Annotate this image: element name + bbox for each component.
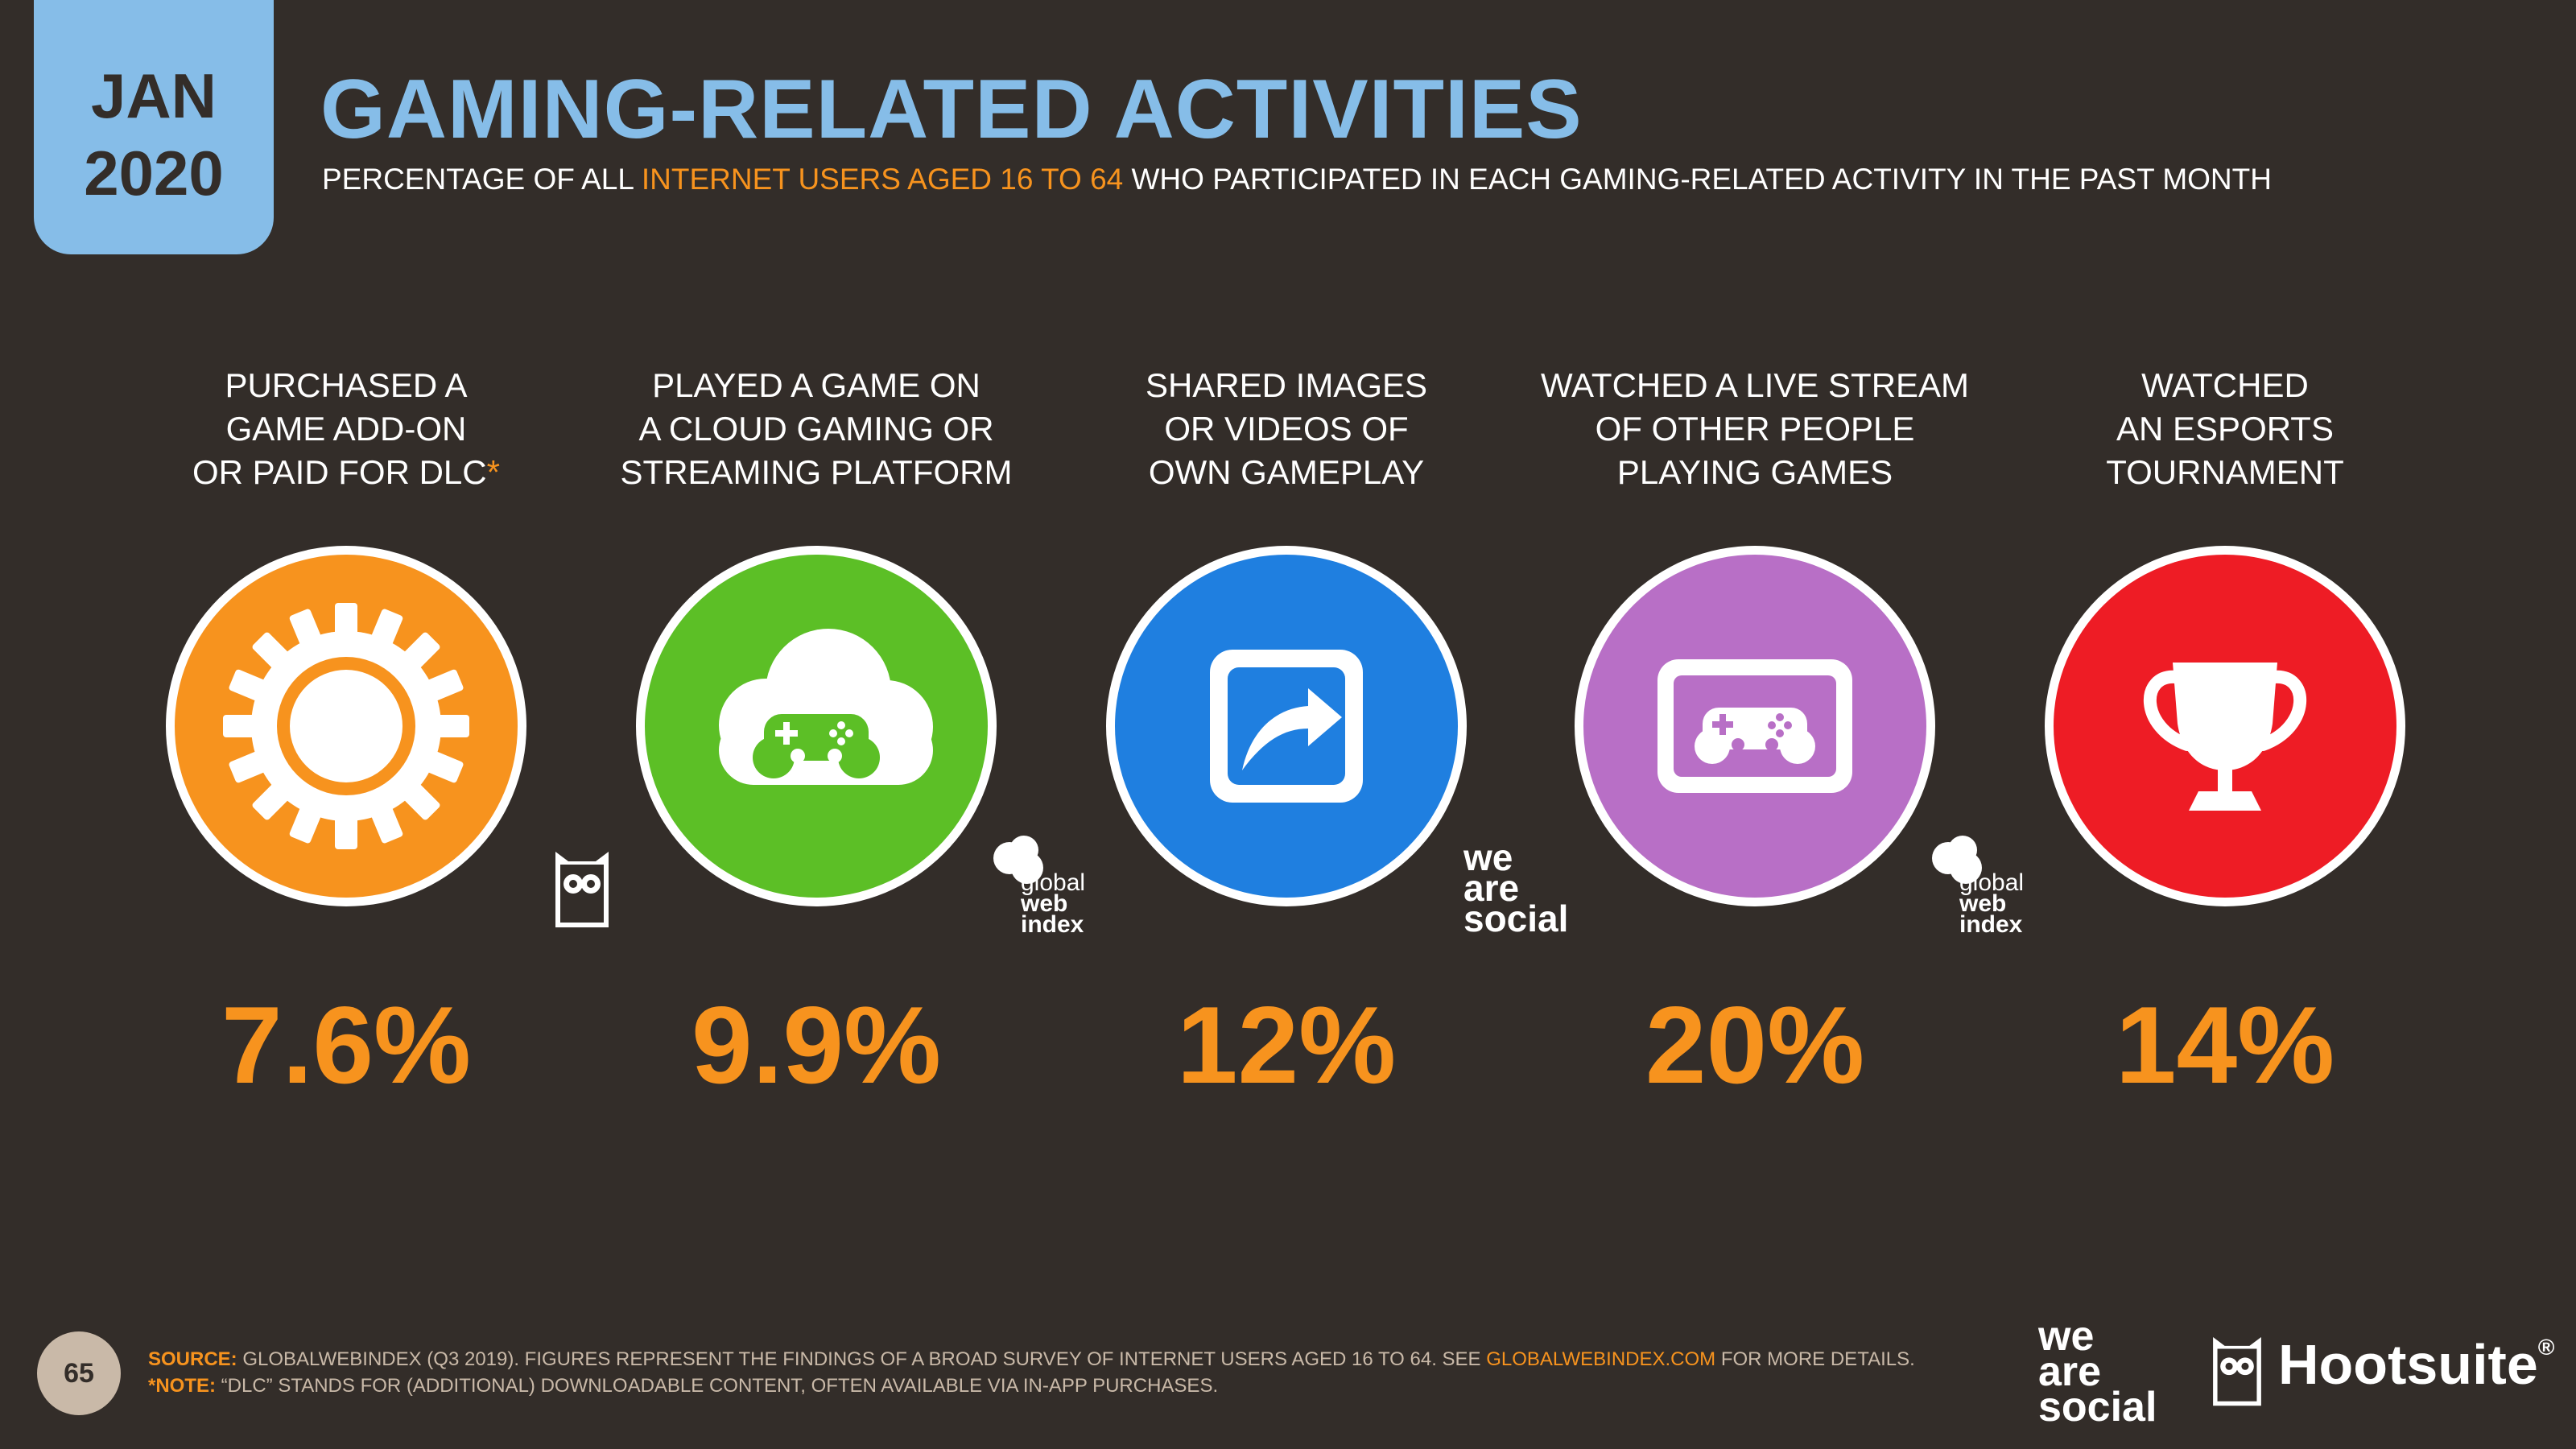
- was-word: social: [1463, 898, 1569, 939]
- label-line: STREAMING PLATFORM: [620, 453, 1013, 491]
- activity-value: 7.6%: [221, 984, 471, 1106]
- subtitle-post: WHO PARTICIPATED IN EACH GAMING-RELATED …: [1123, 163, 2272, 196]
- circle-fill: [2054, 555, 2396, 898]
- activity-circle: [1106, 546, 1467, 906]
- activity-value: 14%: [2115, 984, 2335, 1106]
- page-number: 65: [37, 1331, 121, 1415]
- label-line: OF OTHER PEOPLE: [1595, 410, 1915, 448]
- hootsuite-logo: Hootsuite®: [2278, 1336, 2554, 1393]
- gwi-word: web: [1959, 890, 2007, 917]
- activity-label: PLAYED A GAME ON A CLOUD GAMING OR STREA…: [591, 364, 1042, 494]
- subtitle-highlight: INTERNET USERS AGED 16 TO 64: [641, 163, 1124, 196]
- activity-circle: [166, 546, 526, 906]
- page-subtitle: PERCENTAGE OF ALL INTERNET USERS AGED 16…: [322, 164, 2272, 194]
- hootsuite-wordmark: Hootsuite: [2278, 1333, 2538, 1396]
- note-text: “DLC” STANDS FOR (ADDITIONAL) DOWNLOADAB…: [216, 1375, 1219, 1397]
- subtitle-pre: PERCENTAGE OF ALL: [322, 163, 642, 196]
- activity-label: PURCHASED A GAME ADD-ON OR PAID FOR DLC*: [121, 364, 572, 494]
- source-tail: FOR MORE DETAILS.: [1715, 1348, 1915, 1370]
- gwi-cloud-icon: [993, 836, 1043, 884]
- label-line: PLAYED A GAME ON: [652, 366, 980, 404]
- gwi-cloud-icon: [1932, 836, 1982, 884]
- activity-circle: [2045, 546, 2405, 906]
- label-line: TOURNAMENT: [2106, 453, 2344, 491]
- circle-fill: [1115, 555, 1458, 898]
- screen-gamepad-icon: [1657, 659, 1852, 793]
- label-line: OR PAID FOR DLC*: [121, 451, 572, 494]
- globalwebindex-logo: global web index: [1930, 834, 2043, 942]
- label-line: OWN GAMEPLAY: [1148, 453, 1425, 491]
- label-line-text: GAME ADD-ON: [225, 410, 467, 448]
- badge-year: 2020: [84, 138, 224, 208]
- source-text: GLOBALWEBINDEX (Q3 2019). FIGURES REPRES…: [237, 1348, 1487, 1370]
- gwi-word: index: [1959, 911, 2023, 938]
- footer-source: SOURCE: GLOBALWEBINDEX (Q3 2019). FIGURE…: [148, 1350, 1915, 1369]
- label-line: WATCHED A LIVE STREAM: [1540, 366, 1970, 404]
- activity-label: SHARED IMAGES OR VIDEOS OF OWN GAMEPLAY: [1061, 364, 1512, 494]
- source-key: SOURCE:: [148, 1348, 237, 1370]
- label-line: WATCHED: [2141, 366, 2309, 404]
- share-arrow-icon: [1210, 650, 1363, 803]
- label-line-text: OR PAID FOR DLC: [192, 453, 487, 491]
- gwi-word: index: [1021, 911, 1084, 938]
- footnote-star: *: [486, 453, 500, 491]
- footer-note: *NOTE: “DLC” STANDS FOR (ADDITIONAL) DOW…: [148, 1377, 1218, 1396]
- date-badge: JAN 2020: [34, 0, 274, 254]
- was-word: are: [2038, 1348, 2102, 1395]
- was-word: social: [2038, 1384, 2157, 1430]
- was-word: are: [1463, 867, 1520, 909]
- gear-icon: [223, 603, 469, 849]
- label-line: OR VIDEOS OF: [1164, 410, 1409, 448]
- note-key: *NOTE:: [148, 1375, 216, 1397]
- hootsuite-owl-icon: [552, 844, 612, 933]
- was-word: we: [1463, 836, 1513, 878]
- badge-month: JAN: [90, 60, 217, 131]
- circle-fill: [175, 555, 518, 898]
- activity-circle: [636, 546, 997, 906]
- gwi-word: global: [1959, 869, 2025, 896]
- hootsuite-owl-icon: [2209, 1330, 2265, 1411]
- label-line: PURCHASED A: [225, 366, 468, 404]
- globalwebindex-logo: global web index: [992, 834, 1104, 942]
- label-line: A CLOUD GAMING OR: [638, 410, 994, 448]
- gwi-wordmark: global web index: [1959, 869, 2025, 938]
- was-word: we: [2038, 1313, 2095, 1360]
- we-are-social-logo: we are social: [1463, 836, 1569, 939]
- circle-fill: [1583, 555, 1926, 898]
- trademark-symbol: ®: [2537, 1335, 2555, 1360]
- circle-fill: [645, 555, 988, 898]
- gwi-word: global: [1021, 869, 1086, 896]
- cloud-gamepad-icon: [719, 629, 933, 785]
- activity-label: WATCHED AN ESPORTS TOURNAMENT: [2000, 364, 2450, 494]
- gwi-word: web: [1021, 890, 1068, 917]
- activity-circle: [1575, 546, 1935, 906]
- activity-value: 9.9%: [691, 984, 941, 1106]
- label-line: GAME ADD-ON: [121, 407, 572, 451]
- page-title: GAMING-RELATED ACTIVITIES: [320, 63, 1583, 156]
- gwi-wordmark: global web index: [1021, 869, 1086, 938]
- source-link[interactable]: GLOBALWEBINDEX.COM: [1486, 1348, 1716, 1370]
- activity-label: WATCHED A LIVE STREAM OF OTHER PEOPLE PL…: [1530, 364, 1980, 494]
- label-line: AN ESPORTS: [2116, 410, 2334, 448]
- activity-value: 20%: [1645, 984, 1865, 1106]
- activity-value: 12%: [1176, 984, 1397, 1106]
- trophy-icon: [2144, 663, 2306, 811]
- label-line: PLAYING GAMES: [1616, 453, 1893, 491]
- label-line: SHARED IMAGES: [1145, 366, 1428, 404]
- we-are-social-footer-logo: we are social: [2038, 1313, 2157, 1430]
